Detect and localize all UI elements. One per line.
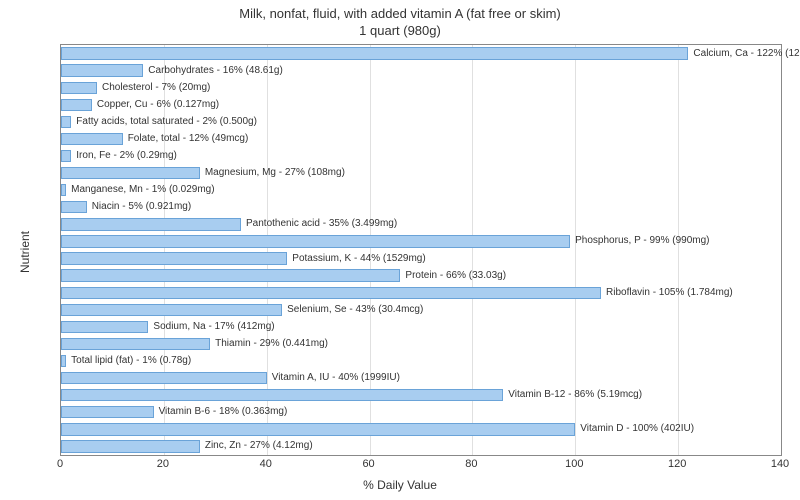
bar bbox=[61, 184, 66, 196]
bar bbox=[61, 372, 267, 384]
bar bbox=[61, 201, 87, 213]
bar bbox=[61, 423, 575, 435]
bar bbox=[61, 116, 71, 128]
bar bbox=[61, 64, 143, 76]
bar bbox=[61, 99, 92, 111]
x-tick-label: 40 bbox=[260, 458, 272, 470]
bar-label: Iron, Fe - 2% (0.29mg) bbox=[76, 151, 177, 161]
bar-label: Zinc, Zn - 27% (4.12mg) bbox=[205, 441, 313, 451]
bar-label: Carbohydrates - 16% (48.61g) bbox=[148, 66, 283, 76]
bar-label: Vitamin B-6 - 18% (0.363mg) bbox=[159, 407, 288, 417]
bar-label: Protein - 66% (33.03g) bbox=[405, 271, 506, 281]
bar bbox=[61, 338, 210, 350]
bar bbox=[61, 47, 688, 59]
bar-label: Phosphorus, P - 99% (990mg) bbox=[575, 236, 709, 246]
bar-label: Calcium, Ca - 122% (1225mg) bbox=[693, 49, 800, 59]
plot-area: Calcium, Ca - 122% (1225mg)Carbohydrates… bbox=[60, 44, 782, 456]
bar bbox=[61, 440, 200, 452]
bar-label: Vitamin D - 100% (402IU) bbox=[580, 424, 694, 434]
bar bbox=[61, 252, 287, 264]
bar bbox=[61, 167, 200, 179]
bar-label: Niacin - 5% (0.921mg) bbox=[92, 202, 191, 212]
title-line-2: 1 quart (980g) bbox=[359, 23, 441, 38]
bar bbox=[61, 150, 71, 162]
bar-label: Folate, total - 12% (49mcg) bbox=[128, 134, 249, 144]
bar bbox=[61, 355, 66, 367]
bar-label: Vitamin B-12 - 86% (5.19mcg) bbox=[508, 390, 642, 400]
bar bbox=[61, 133, 123, 145]
bar-label: Cholesterol - 7% (20mg) bbox=[102, 83, 210, 93]
bar-label: Total lipid (fat) - 1% (0.78g) bbox=[71, 356, 191, 366]
bar bbox=[61, 406, 154, 418]
y-axis-label: Nutrient bbox=[18, 231, 32, 273]
x-tick-label: 120 bbox=[668, 458, 686, 470]
bar bbox=[61, 218, 241, 230]
bar-label: Pantothenic acid - 35% (3.499mg) bbox=[246, 219, 397, 229]
title-line-1: Milk, nonfat, fluid, with added vitamin … bbox=[239, 6, 561, 21]
x-tick-label: 100 bbox=[565, 458, 583, 470]
bar bbox=[61, 269, 400, 281]
x-axis-label: % Daily Value bbox=[363, 478, 437, 492]
bar-label: Vitamin A, IU - 40% (1999IU) bbox=[272, 373, 400, 383]
bar-label: Magnesium, Mg - 27% (108mg) bbox=[205, 168, 345, 178]
x-tick-label: 140 bbox=[771, 458, 789, 470]
chart-title: Milk, nonfat, fluid, with added vitamin … bbox=[0, 0, 800, 40]
bar-label: Sodium, Na - 17% (412mg) bbox=[153, 322, 274, 332]
bar bbox=[61, 389, 503, 401]
bar-label: Manganese, Mn - 1% (0.029mg) bbox=[71, 185, 214, 195]
bar-label: Thiamin - 29% (0.441mg) bbox=[215, 339, 328, 349]
x-tick-label: 20 bbox=[157, 458, 169, 470]
bar-label: Copper, Cu - 6% (0.127mg) bbox=[97, 100, 219, 110]
bar bbox=[61, 287, 601, 299]
bar-label: Riboflavin - 105% (1.784mg) bbox=[606, 288, 733, 298]
bar bbox=[61, 304, 282, 316]
x-tick-label: 0 bbox=[57, 458, 63, 470]
gridline bbox=[678, 45, 679, 455]
bar-label: Selenium, Se - 43% (30.4mcg) bbox=[287, 305, 423, 315]
bar bbox=[61, 82, 97, 94]
bar-label: Potassium, K - 44% (1529mg) bbox=[292, 254, 425, 264]
bar bbox=[61, 321, 148, 333]
x-tick-label: 80 bbox=[465, 458, 477, 470]
x-tick-label: 60 bbox=[362, 458, 374, 470]
chart-container: Milk, nonfat, fluid, with added vitamin … bbox=[0, 0, 800, 500]
bar bbox=[61, 235, 570, 247]
bar-label: Fatty acids, total saturated - 2% (0.500… bbox=[76, 117, 257, 127]
